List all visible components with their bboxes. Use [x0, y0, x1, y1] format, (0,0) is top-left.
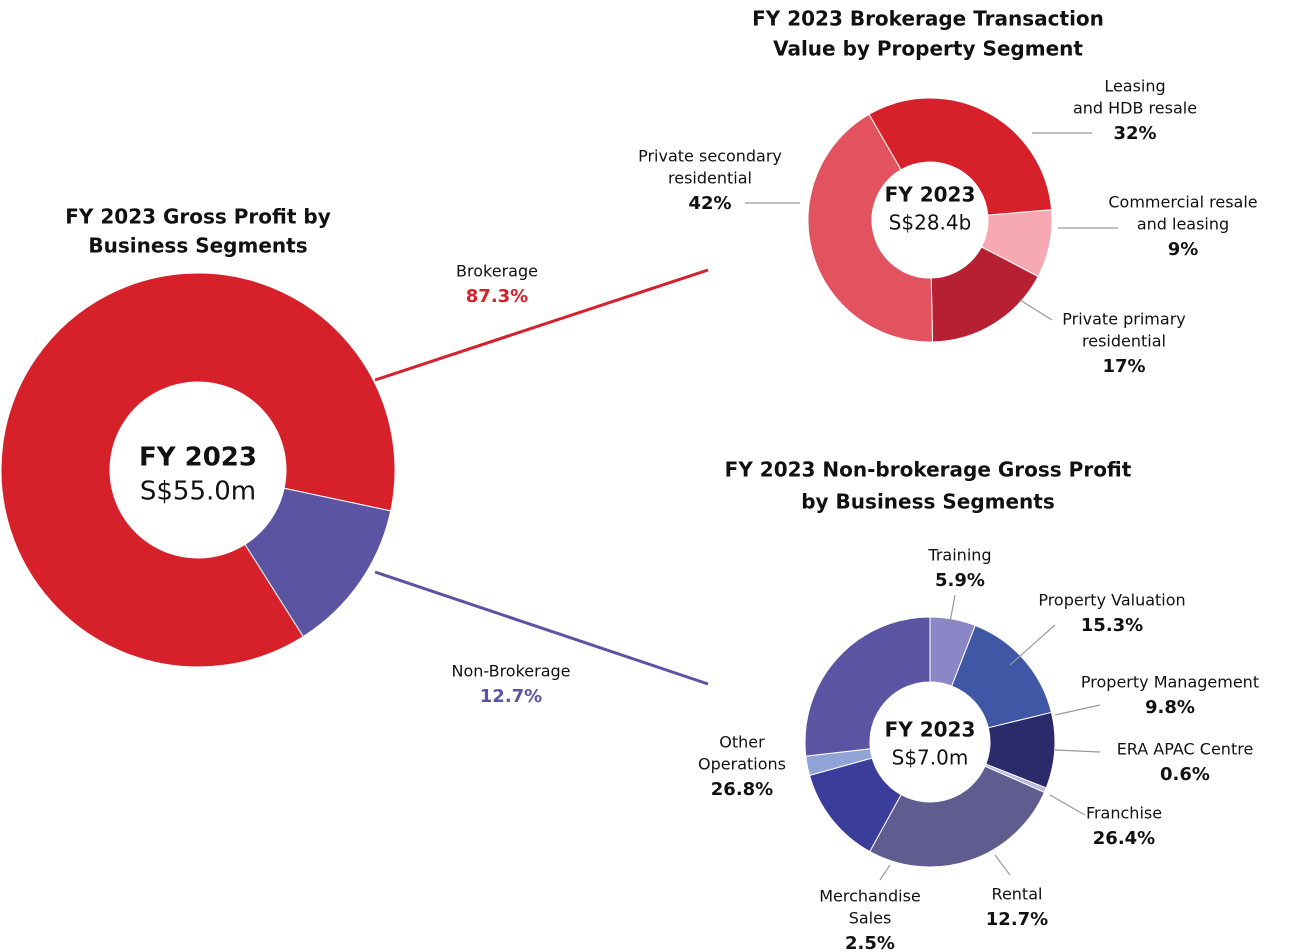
- segment-value: 9%: [1168, 239, 1199, 260]
- brokerage-connector: [374, 268, 709, 382]
- leader-line: [949, 594, 956, 623]
- donut-slice: [244, 487, 392, 638]
- segment-value: 87.3%: [466, 286, 528, 307]
- center-value: S$7.0m: [892, 746, 969, 770]
- donut-slice: [868, 97, 1053, 216]
- leader-line: [1009, 624, 1056, 666]
- chart-title: FY 2023 Brokerage Transaction: [752, 7, 1104, 31]
- chart-title: Value by Property Segment: [773, 37, 1083, 61]
- segment-value: 26.4%: [1093, 828, 1155, 849]
- segment-value: 9.8%: [1145, 697, 1195, 718]
- chart-title: FY 2023 Gross Profit by: [65, 205, 331, 229]
- center-title: FY 2023: [885, 718, 976, 742]
- chart-title: Business Segments: [88, 234, 307, 258]
- segment-label: residential: [668, 169, 752, 188]
- segment-label: Commercial resale: [1108, 193, 1257, 212]
- segment-value: 12.7%: [480, 686, 542, 707]
- segment-label: Operations: [698, 755, 786, 774]
- leader-line: [994, 854, 1011, 876]
- segment-label: Training: [927, 546, 991, 565]
- donut-slice: [869, 765, 1046, 868]
- leader-line: [1054, 749, 1101, 753]
- donut-slice: [807, 113, 934, 343]
- segment-value: 26.8%: [711, 779, 773, 800]
- segment-label: Private secondary: [638, 147, 782, 166]
- segment-label: Brokerage: [456, 262, 538, 281]
- segment-label: Non-Brokerage: [451, 662, 570, 681]
- donut-slice: [0, 272, 396, 668]
- chart-title: FY 2023 Non-brokerage Gross Profit: [725, 458, 1132, 482]
- segment-value: 0.6%: [1160, 764, 1210, 785]
- donut-slice: [930, 246, 1039, 343]
- segment-label: Franchise: [1086, 804, 1162, 823]
- segment-value: 42%: [688, 193, 731, 214]
- center-title: FY 2023: [885, 183, 976, 207]
- leader-line: [1054, 704, 1101, 716]
- segment-label: Property Management: [1081, 673, 1259, 692]
- segment-value: 15.3%: [1081, 615, 1143, 636]
- segment-value: 32%: [1113, 123, 1156, 144]
- non-brokerage-connector: [374, 570, 709, 686]
- segment-value: 17%: [1102, 356, 1145, 377]
- center-title: FY 2023: [139, 443, 257, 473]
- segment-label: Private primary: [1062, 310, 1185, 329]
- segment-label: ERA APAC Centre: [1117, 740, 1254, 759]
- segment-label: and HDB resale: [1073, 99, 1197, 118]
- segment-label: Merchandise: [819, 887, 921, 906]
- segment-label: and leasing: [1137, 215, 1229, 234]
- leader-line: [879, 864, 891, 881]
- segment-label: Leasing: [1104, 77, 1165, 96]
- segment-value: 5.9%: [935, 570, 985, 591]
- segment-label: Sales: [849, 909, 892, 928]
- center-value: S$55.0m: [140, 477, 256, 507]
- donut-slice: [804, 616, 931, 757]
- segment-label: Rental: [992, 885, 1043, 904]
- segment-value: 12.7%: [986, 909, 1048, 930]
- segment-label: residential: [1082, 332, 1166, 351]
- segment-value: 2.5%: [845, 933, 895, 952]
- segment-label: Other: [719, 733, 765, 752]
- center-value: S$28.4b: [889, 211, 972, 235]
- leader-line: [1049, 794, 1086, 816]
- leader-line: [1019, 299, 1053, 321]
- segment-label: Property Valuation: [1038, 591, 1185, 610]
- chart-title: by Business Segments: [801, 490, 1055, 514]
